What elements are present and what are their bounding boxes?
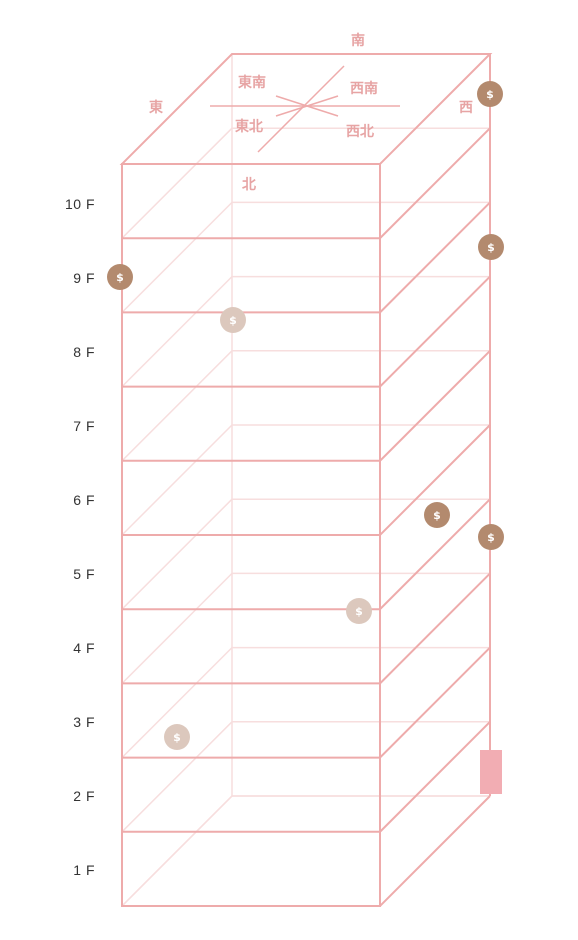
svg-text:$: $	[486, 88, 494, 101]
back-floor-diagonal	[121, 647, 233, 759]
floor-label-6: 6 F	[73, 492, 95, 508]
back-floor-diagonal	[121, 350, 233, 462]
north-label: 北	[242, 177, 256, 193]
svg-text:$: $	[229, 314, 237, 327]
entrance-door	[480, 750, 502, 794]
svg-text:$: $	[173, 731, 181, 744]
coin-icon: $	[424, 502, 450, 528]
coin-icon: $	[107, 264, 133, 290]
northeast-label: 東北	[235, 118, 263, 135]
svg-text:$: $	[433, 509, 441, 522]
coin-icon: $	[164, 724, 190, 750]
svg-text:$: $	[116, 271, 124, 284]
back-floor-diagonal	[121, 276, 233, 388]
coin-icon: $	[220, 307, 246, 333]
floor-side-edge	[379, 721, 491, 833]
floor-side-edge	[379, 646, 491, 759]
back-floor-diagonal	[121, 498, 233, 610]
northwest-label: 西北	[346, 124, 374, 140]
back-floor-diagonal	[121, 795, 233, 907]
south-label: 南	[351, 32, 365, 49]
floor-label-7: 7 F	[73, 418, 95, 434]
floor-side-edge	[379, 424, 491, 536]
coin-icon: $	[346, 598, 372, 624]
floor-side-edge	[379, 498, 491, 610]
floor-side-edge	[379, 275, 491, 388]
back-floor-diagonal	[121, 572, 233, 684]
floor-label-1: 1 F	[73, 862, 95, 878]
back-floor-diagonal	[121, 424, 233, 536]
svg-text:$: $	[487, 241, 495, 254]
west-label: 西	[459, 100, 473, 116]
roof-compass	[210, 65, 400, 153]
back-floor-diagonal	[121, 721, 233, 833]
floor-side-edge	[379, 201, 491, 314]
southeast-label: 東南	[238, 74, 266, 91]
floor-side-edge	[379, 350, 491, 462]
floor-side-edge	[379, 572, 491, 685]
svg-text:$: $	[487, 531, 495, 544]
floor-label-4: 4 F	[73, 640, 95, 656]
back-floor-diagonal	[121, 201, 233, 313]
coin-icon: $	[478, 234, 504, 260]
coin-icon: $	[477, 81, 503, 107]
floor-label-3: 3 F	[73, 714, 95, 730]
svg-text:$: $	[355, 605, 363, 618]
back-floor-diagonal	[121, 127, 233, 239]
front-frame	[119, 53, 493, 907]
back-frame	[121, 54, 490, 907]
floor-label-10: 10 F	[65, 196, 95, 212]
floor-label-8: 8 F	[73, 344, 95, 360]
east-label: 東	[149, 99, 163, 116]
coin-icon: $	[478, 524, 504, 550]
floor-label-2: 2 F	[73, 788, 95, 804]
floor-label-9: 9 F	[73, 270, 95, 286]
floor-label-5: 5 F	[73, 566, 95, 582]
floor-side-edge	[379, 127, 491, 239]
coin-markers: $ $ $ $ $ $ $ $	[107, 81, 504, 750]
southwest-label: 西南	[350, 80, 378, 97]
